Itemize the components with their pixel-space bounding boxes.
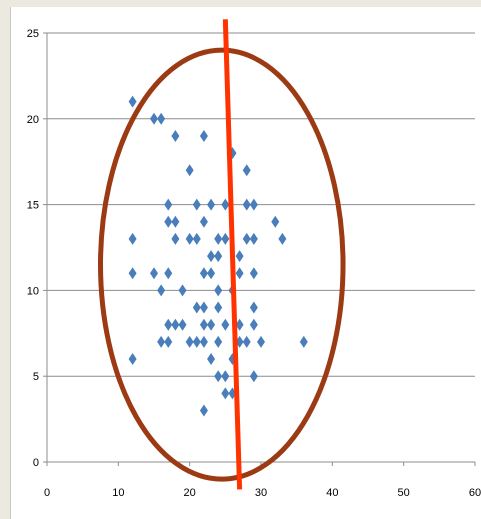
data-point-23 [221, 233, 229, 245]
y-tick-label-20: 20 [27, 114, 39, 126]
data-point-29 [236, 250, 244, 262]
data-point-31 [150, 267, 158, 279]
data-point-18 [129, 233, 137, 245]
data-point-6 [186, 164, 194, 176]
y-tick-label-10: 10 [27, 285, 39, 297]
data-point-45 [164, 319, 172, 331]
y-tick-label-15: 15 [27, 200, 39, 212]
data-point-53 [157, 336, 165, 348]
data-point-58 [214, 336, 222, 348]
data-point-47 [179, 319, 187, 331]
data-point-22 [214, 233, 222, 245]
y-tick-label-0: 0 [33, 457, 39, 469]
data-point-39 [214, 284, 222, 296]
data-point-24 [243, 233, 251, 245]
data-point-67 [221, 370, 229, 382]
data-point-10 [207, 199, 215, 211]
x-tick-label-0: 0 [44, 487, 50, 499]
data-point-71 [200, 405, 208, 417]
x-tick-label-50: 50 [398, 487, 410, 499]
data-point-1 [150, 113, 158, 125]
data-point-26 [278, 233, 286, 245]
data-point-33 [200, 267, 208, 279]
x-tick-label-20: 20 [184, 487, 196, 499]
data-point-19 [171, 233, 179, 245]
data-point-43 [214, 302, 222, 314]
data-point-3 [171, 130, 179, 142]
data-point-2 [157, 113, 165, 125]
x-tick-label-30: 30 [255, 487, 267, 499]
data-point-56 [193, 336, 201, 348]
data-point-11 [221, 199, 229, 211]
data-point-16 [200, 216, 208, 228]
data-point-25 [250, 233, 258, 245]
data-point-34 [207, 267, 215, 279]
data-point-9 [193, 199, 201, 211]
data-point-66 [214, 370, 222, 382]
data-point-49 [207, 319, 215, 331]
data-point-63 [129, 353, 137, 365]
data-point-30 [129, 267, 137, 279]
data-point-4 [200, 130, 208, 142]
data-point-36 [250, 267, 258, 279]
data-point-52 [250, 319, 258, 331]
data-point-8 [164, 199, 172, 211]
data-point-28 [214, 250, 222, 262]
y-tick-label-25: 25 [27, 28, 39, 40]
data-point-38 [179, 284, 187, 296]
data-point-15 [171, 216, 179, 228]
data-point-54 [164, 336, 172, 348]
data-point-64 [207, 353, 215, 365]
data-point-13 [250, 199, 258, 211]
data-point-0 [129, 96, 137, 108]
x-tick-label-10: 10 [112, 487, 124, 499]
data-point-37 [157, 284, 165, 296]
data-point-14 [164, 216, 172, 228]
highlight-ellipse [100, 50, 343, 479]
data-point-46 [171, 319, 179, 331]
data-point-48 [200, 319, 208, 331]
data-point-57 [200, 336, 208, 348]
data-point-7 [243, 164, 251, 176]
data-point-62 [300, 336, 308, 348]
data-point-50 [221, 319, 229, 331]
x-tick-label-60: 60 [469, 487, 481, 499]
data-point-41 [193, 302, 201, 314]
data-point-35 [236, 267, 244, 279]
data-point-20 [186, 233, 194, 245]
data-point-21 [193, 233, 201, 245]
data-point-55 [186, 336, 194, 348]
data-point-69 [221, 387, 229, 399]
data-point-42 [200, 302, 208, 314]
data-point-32 [164, 267, 172, 279]
data-point-12 [243, 199, 251, 211]
data-point-61 [257, 336, 265, 348]
y-tick-label-5: 5 [33, 371, 39, 383]
data-point-44 [250, 302, 258, 314]
x-tick-label-40: 40 [326, 487, 338, 499]
data-point-17 [271, 216, 279, 228]
data-point-27 [207, 250, 215, 262]
data-point-68 [250, 370, 258, 382]
data-point-60 [243, 336, 251, 348]
